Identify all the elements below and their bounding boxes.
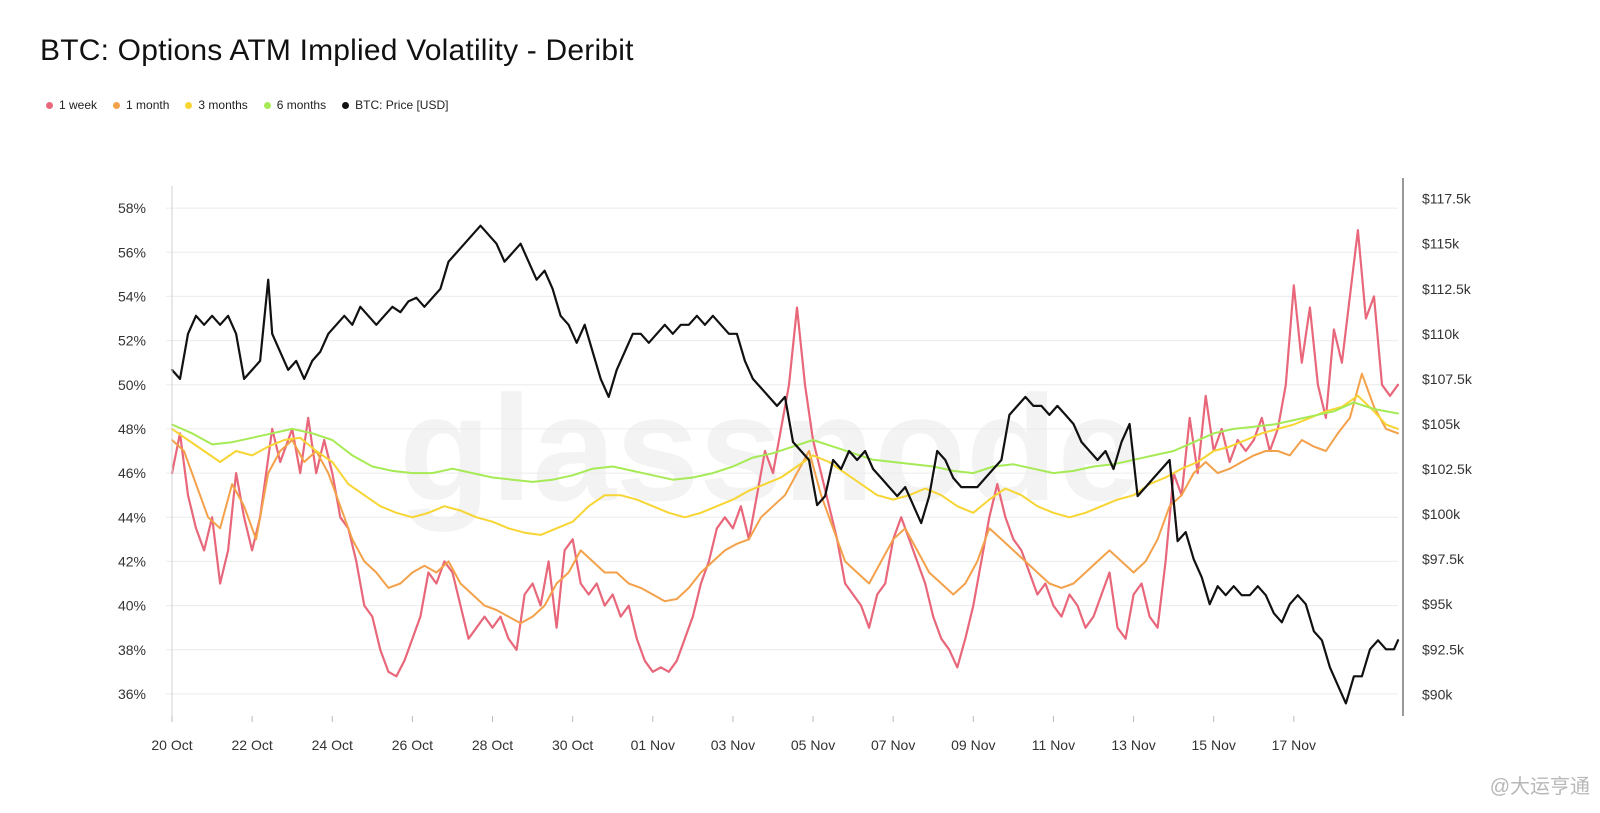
y-left-tick-40: 40% [118, 598, 146, 614]
y-right-tick-102.5: $102.5k [1422, 461, 1473, 477]
y-left-tick-56: 56% [118, 244, 146, 260]
grid-lines [166, 207, 1398, 695]
legend-item-btc-price[interactable]: BTC: Price [USD] [342, 98, 448, 112]
y-left-tick-42: 42% [118, 553, 146, 569]
legend-item-3-months[interactable]: 3 months [185, 98, 248, 112]
y-right-tick-92.5: $92.5k [1422, 641, 1465, 657]
x-tick-09-nov: 09 Nov [951, 737, 995, 753]
legend-label-btc-price: BTC: Price [USD] [355, 98, 449, 112]
y-right-tick-107.5: $107.5k [1422, 371, 1473, 387]
x-tick-03-nov: 03 Nov [711, 737, 755, 753]
y-right-tick-90: $90k [1422, 686, 1453, 702]
watermark: glassnode [399, 364, 1141, 532]
legend-item-1-month[interactable]: 1 month [113, 98, 169, 112]
y-right-tick-112.5: $112.5k [1422, 281, 1472, 297]
legend-label-1-month: 1 month [126, 98, 170, 112]
y-right-tick-97.5: $97.5k [1422, 551, 1465, 567]
x-tick-20-oct: 20 Oct [151, 737, 192, 753]
y-left-tick-50: 50% [118, 377, 146, 393]
y-left-tick-58: 58% [118, 200, 146, 216]
series-line-6-months [171, 401, 1399, 483]
legend-label-6-months: 6 months [276, 98, 327, 112]
y-left-tick-36: 36% [118, 686, 146, 702]
legend-label-1-week: 1 week [59, 98, 98, 112]
x-tick-22-oct: 22 Oct [232, 737, 273, 753]
legend-dot-btc-price [342, 101, 350, 109]
legend-item-6-months[interactable]: 6 months [263, 98, 327, 112]
chart-title: BTC: Options ATM Implied Volatility - De… [40, 34, 634, 67]
x-tick-24-oct: 24 Oct [312, 737, 353, 753]
legend-dot-6-months [263, 101, 271, 109]
y-right-tick-117.5: $117.5k [1422, 191, 1472, 207]
y-left-tick-38: 38% [118, 642, 146, 658]
x-tick-30-oct: 30 Oct [552, 737, 593, 753]
y-left-tick-52: 52% [118, 333, 146, 349]
y-right-tick-110: $110k [1422, 326, 1460, 342]
y-left-tick-48: 48% [118, 421, 146, 437]
y-right-tick-105: $105k [1422, 416, 1461, 432]
series-line-1-month [171, 372, 1399, 625]
x-tick-01-nov: 01 Nov [631, 737, 675, 753]
axes: 58% 56% 54% 52% 50% 48% 46% 44% 42% 40% 38% 36% $117… [118, 178, 1473, 753]
legend-dot-1-month [113, 101, 121, 109]
x-tick-07-nov: 07 Nov [871, 737, 915, 753]
x-tick-15-nov: 15 Nov [1192, 737, 1236, 753]
y-left-tick-44: 44% [118, 509, 146, 525]
legend-dot-1-week [46, 101, 53, 109]
y-left-tick-46: 46% [118, 465, 146, 481]
x-tick-11-nov: 11 Nov [1032, 737, 1075, 753]
series-lines [170, 224, 1400, 705]
x-tick-05-nov: 05 Nov [791, 737, 835, 753]
legend-dot-3-months [185, 101, 193, 109]
x-tick-28-oct: 28 Oct [472, 737, 513, 753]
legend-item-1-week[interactable]: 1 week [46, 98, 97, 112]
y-right-tick-100: $100k [1422, 506, 1461, 522]
legend-label-3-months: 3 months [198, 98, 248, 112]
series-line-btc-price-usd [170, 224, 1400, 705]
y-right-tick-115: $115k [1422, 236, 1460, 252]
y-left-tick-54: 54% [118, 288, 146, 304]
x-tick-26-oct: 26 Oct [392, 737, 433, 753]
series-line-3-months [171, 394, 1399, 536]
x-tick-17-nov: 17 Nov [1272, 737, 1316, 753]
credit-watermark: @大运亨通 [1489, 776, 1590, 798]
x-tick-13-nov: 13 Nov [1111, 737, 1155, 753]
legend: 1 week 1 month 3 months 6 months BTC: Pr… [46, 98, 448, 112]
y-right-tick-95: $95k [1422, 596, 1453, 612]
series-line-1-week [170, 229, 1400, 678]
